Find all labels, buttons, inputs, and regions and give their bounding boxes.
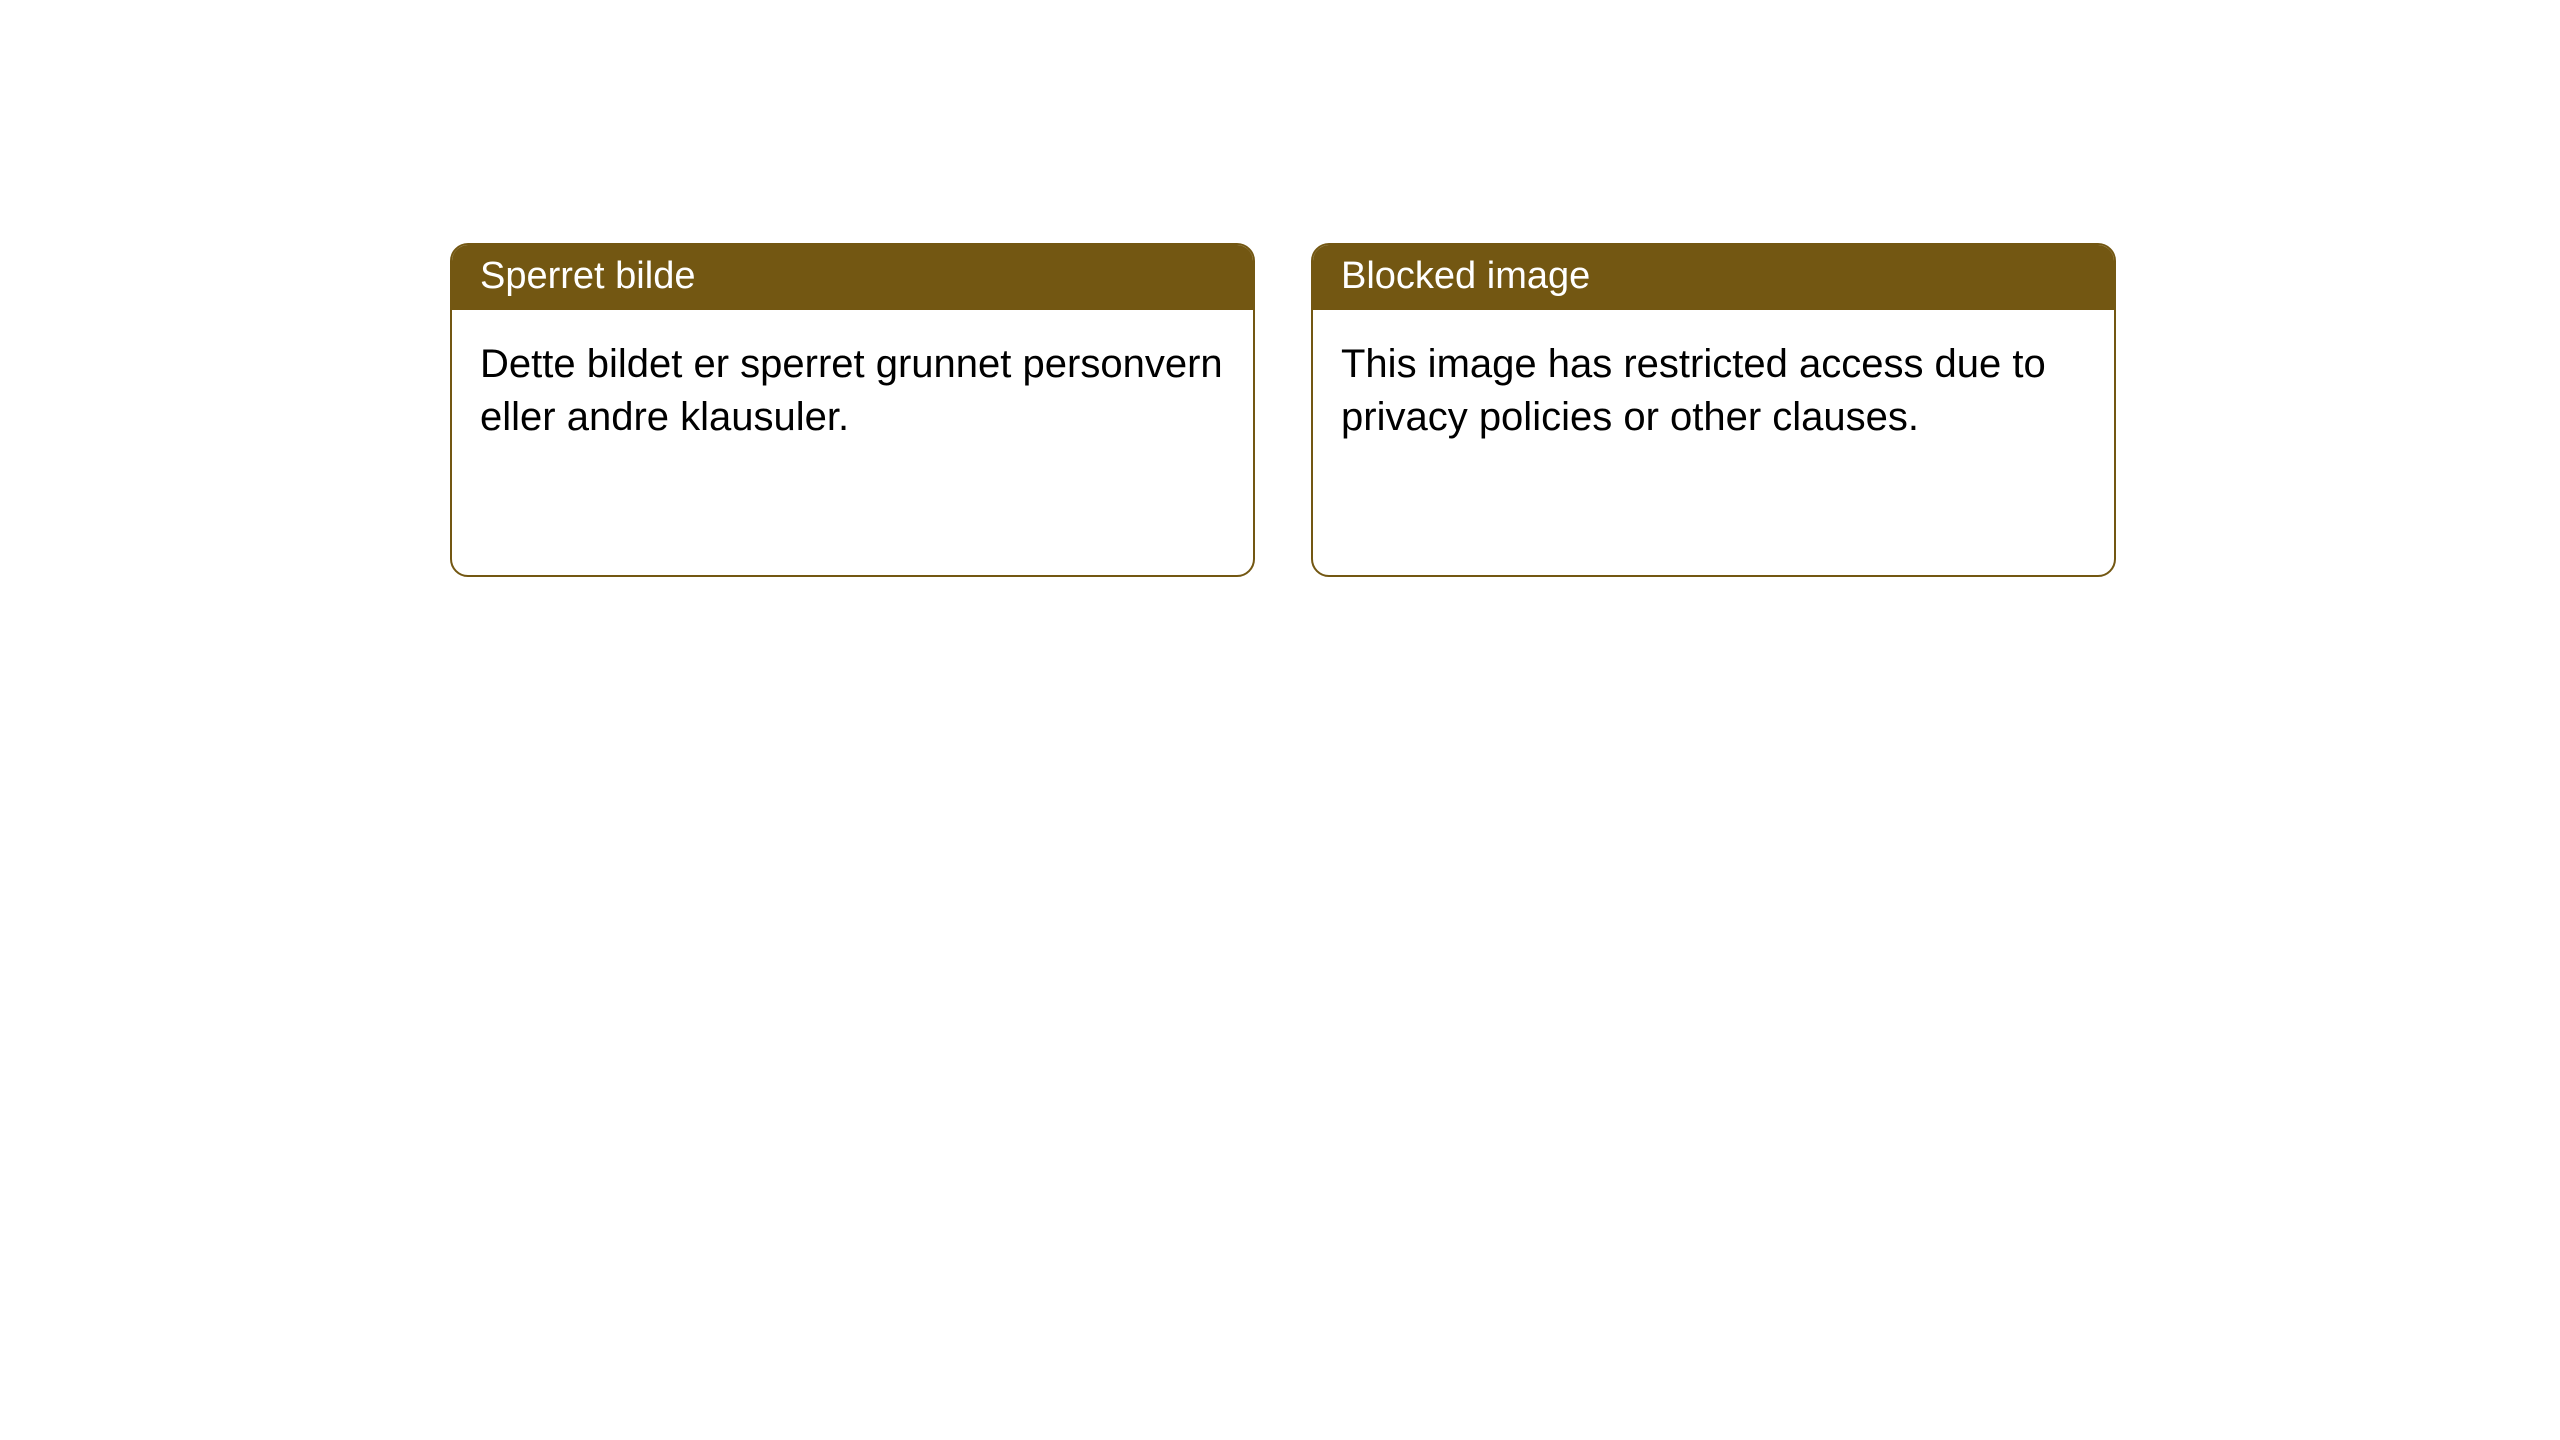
notice-card-body: This image has restricted access due to … bbox=[1313, 310, 2114, 472]
notice-card-no: Sperret bilde Dette bildet er sperret gr… bbox=[450, 243, 1255, 577]
notice-card-title: Blocked image bbox=[1313, 245, 2114, 310]
notice-card-body: Dette bildet er sperret grunnet personve… bbox=[452, 310, 1253, 472]
notice-card-title: Sperret bilde bbox=[452, 245, 1253, 310]
notice-cards-container: Sperret bilde Dette bildet er sperret gr… bbox=[450, 243, 2116, 577]
notice-card-en: Blocked image This image has restricted … bbox=[1311, 243, 2116, 577]
